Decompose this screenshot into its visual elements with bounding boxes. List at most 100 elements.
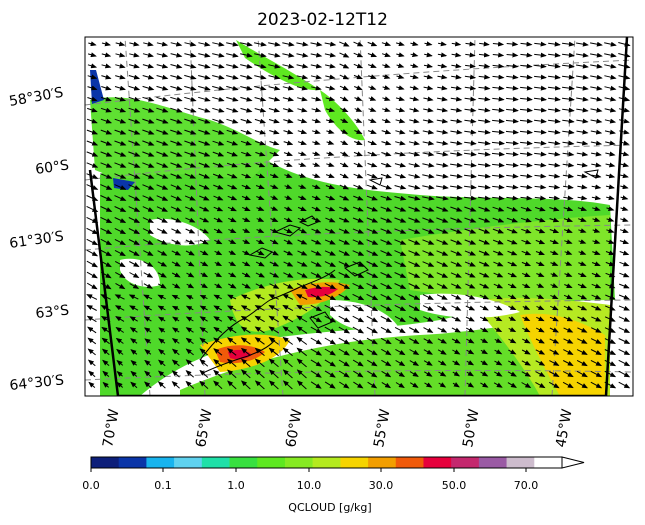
wind-arrow — [242, 261, 251, 267]
wind-arrow — [606, 206, 615, 211]
wind-arrow — [324, 272, 336, 278]
wind-arrow — [240, 315, 251, 323]
wind-arrow — [451, 74, 462, 80]
wind-arrow — [254, 118, 267, 124]
wind-arrow — [184, 184, 197, 190]
wind-arrow — [576, 151, 589, 157]
wind-arrow — [450, 206, 463, 212]
colorbar-extend-arrow — [561, 456, 585, 469]
wind-arrow — [156, 96, 169, 102]
wind-arrow — [226, 74, 239, 80]
wind-arrow — [478, 74, 491, 80]
wind-arrow — [283, 250, 294, 256]
wind-arrow — [394, 261, 407, 267]
wind-arrow — [522, 305, 531, 310]
wind-arrow — [296, 326, 308, 334]
wind-arrow — [478, 129, 491, 135]
wind-arrow — [548, 195, 560, 201]
wind-arrow — [254, 129, 266, 135]
wind-arrow — [395, 140, 406, 146]
wind-arrow — [87, 52, 97, 58]
colorbar-tick-label: 70.0 — [514, 479, 539, 492]
wind-arrow — [464, 107, 477, 113]
wind-arrow — [268, 326, 279, 334]
wind-arrow — [254, 41, 267, 47]
wind-arrow — [156, 52, 169, 58]
wind-arrow — [394, 162, 407, 168]
wind-arrow — [339, 217, 350, 223]
wind-arrow — [382, 74, 391, 79]
wind-arrow — [465, 327, 475, 333]
wind-arrow — [576, 140, 589, 146]
wind-arrow — [591, 283, 602, 289]
wind-arrow — [311, 96, 322, 102]
wind-arrow — [533, 107, 547, 113]
wind-arrow — [394, 184, 407, 190]
lat-label: 63°S — [35, 303, 70, 322]
wind-arrow — [213, 195, 224, 201]
wind-arrow — [550, 261, 559, 266]
wind-arrow — [269, 162, 280, 168]
wind-arrow — [590, 63, 603, 69]
wind-arrow — [519, 118, 533, 124]
wind-arrow — [298, 184, 307, 189]
wind-arrow — [339, 74, 350, 80]
wind-arrow — [156, 85, 169, 91]
wind-arrow — [282, 315, 294, 323]
wind-arrow — [283, 228, 293, 234]
wind-arrow — [142, 118, 155, 124]
wind-arrow — [354, 129, 363, 134]
wind-arrow — [519, 107, 533, 113]
wind-arrow — [618, 107, 630, 113]
wind-arrow — [507, 250, 518, 256]
wind-arrow — [226, 140, 239, 146]
wind-arrow — [592, 206, 601, 212]
wind-arrow — [212, 140, 225, 146]
wind-arrow — [506, 74, 519, 80]
wind-arrow — [508, 294, 517, 300]
wind-arrow — [296, 41, 309, 47]
wind-arrow — [310, 315, 323, 323]
wind-arrow — [423, 327, 434, 333]
wind-arrow — [255, 184, 265, 190]
wind-arrow — [128, 217, 141, 223]
wind-arrow — [170, 107, 183, 113]
wind-arrow — [298, 173, 307, 178]
wind-arrow — [478, 250, 490, 256]
wind-arrow — [199, 206, 210, 212]
wind-arrow — [352, 304, 365, 312]
wind-arrow — [185, 239, 196, 245]
wind-arrow — [311, 217, 322, 223]
colorbar-label: QCLOUD [g/kg] — [288, 501, 371, 514]
wind-arrow — [254, 52, 267, 58]
wind-arrow — [255, 283, 266, 289]
wind-arrow — [170, 63, 183, 69]
wind-arrow — [619, 283, 630, 289]
wind-arrow — [604, 118, 617, 124]
wind-arrow — [200, 283, 208, 289]
wind-arrow — [479, 272, 490, 278]
wind-arrow — [451, 41, 462, 47]
wind-arrow — [101, 41, 111, 47]
wind-arrow — [352, 206, 364, 212]
wind-arrow — [492, 129, 505, 135]
wind-arrow — [268, 294, 279, 300]
wind-arrow — [227, 206, 237, 212]
wind-arrow — [508, 316, 517, 321]
wind-arrow — [563, 195, 574, 201]
wind-arrow — [311, 228, 322, 234]
wind-arrow — [492, 118, 505, 124]
wind-arrow — [226, 129, 239, 135]
wind-arrow — [142, 85, 155, 91]
wind-arrow — [464, 85, 477, 91]
wind-arrow — [129, 41, 140, 47]
wind-arrow — [590, 327, 602, 333]
wind-arrow — [620, 217, 629, 223]
wind-arrow — [128, 250, 140, 256]
wind-arrow — [268, 85, 281, 91]
wind-arrow — [297, 96, 308, 102]
wind-arrow — [409, 96, 420, 102]
wind-arrow — [352, 261, 365, 267]
wind-arrow — [86, 162, 99, 168]
wind-arrow — [394, 206, 407, 212]
